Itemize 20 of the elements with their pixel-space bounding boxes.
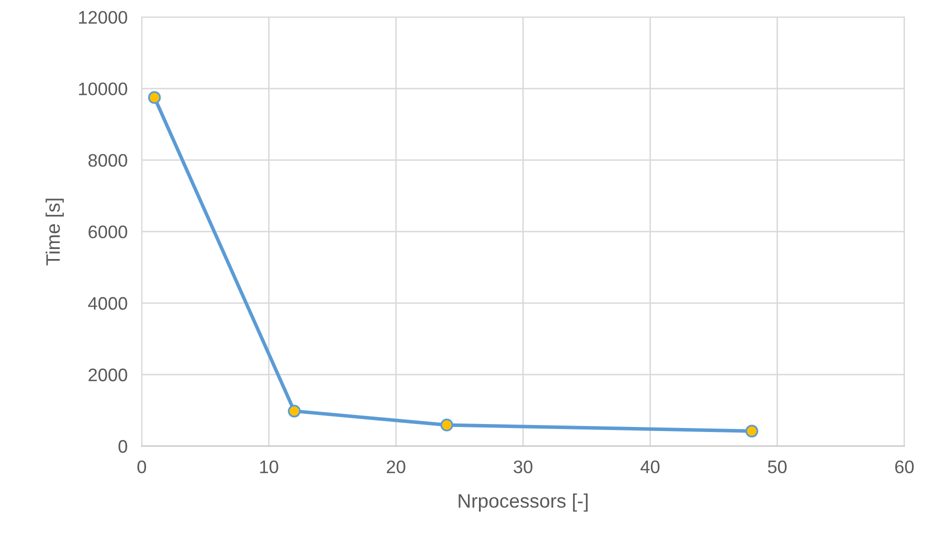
x-tick-label: 30 xyxy=(514,460,532,474)
point xyxy=(148,91,161,104)
y-axis-title: Time [s] xyxy=(46,198,64,266)
x-tick-label: 20 xyxy=(386,460,406,474)
x-tick-label: 40 xyxy=(640,460,660,474)
y-tick-label: 0 xyxy=(118,440,128,453)
x-tick-label: 0 xyxy=(137,460,146,474)
point xyxy=(288,404,301,418)
y-tick-label: 2000 xyxy=(88,368,128,382)
x-tick-label: 50 xyxy=(768,460,787,474)
y-tick-label: 4000 xyxy=(88,297,128,310)
y-tick-label: 12000 xyxy=(79,10,128,24)
x-tick-label: 10 xyxy=(260,460,278,474)
y-tick-label: 10000 xyxy=(79,82,128,96)
point xyxy=(745,424,758,438)
y-tick-label: 6000 xyxy=(88,226,128,238)
x-axis-title: Nrpocessors [-] xyxy=(458,494,588,512)
x-tick-label: 60 xyxy=(895,460,914,474)
point xyxy=(440,418,454,432)
y-tick-label: 8000 xyxy=(88,154,128,167)
